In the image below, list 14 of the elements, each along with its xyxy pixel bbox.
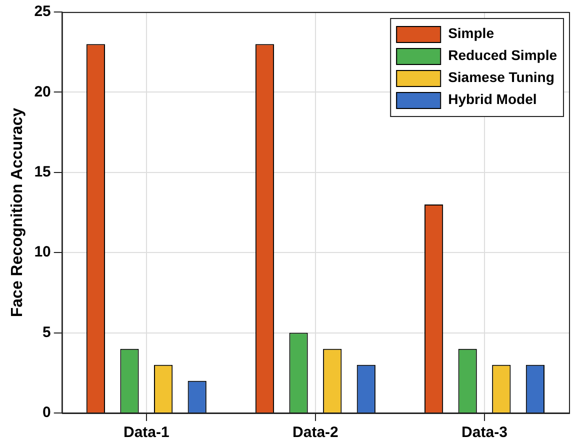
legend-label: Reduced Simple <box>448 46 558 63</box>
y-tick-label: 5 <box>42 324 51 341</box>
y-tick-label: 10 <box>34 244 51 261</box>
x-tick-label: Data-1 <box>123 424 170 442</box>
legend-label: Siamese Tuning <box>448 68 554 85</box>
legend-label: Simple <box>448 24 494 41</box>
x-tick-label: Data-2 <box>292 424 338 442</box>
y-tick-label: 0 <box>42 404 51 422</box>
y-tick-label: 20 <box>34 83 51 100</box>
legend-label: Hybrid Model <box>448 90 537 107</box>
y-axis-title: Face Recognition Accuracy <box>9 108 26 318</box>
y-tick-label: 15 <box>34 164 51 181</box>
y-tick-label: 25 <box>34 3 51 20</box>
x-tick-label: Data-3 <box>462 424 508 442</box>
